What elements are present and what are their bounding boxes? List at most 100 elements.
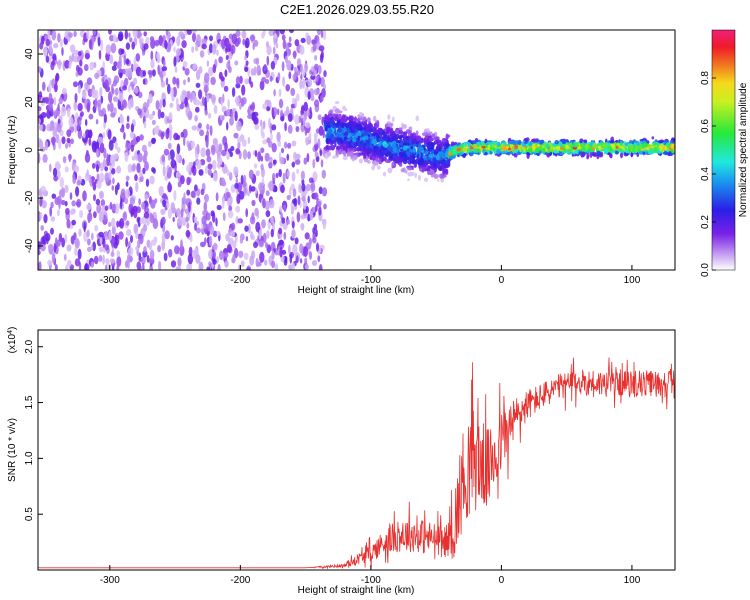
- heatmap-cell: [259, 80, 265, 91]
- heatmap-cell: [170, 159, 177, 169]
- heatmap-cell: [281, 61, 285, 72]
- heatmap-cell: [367, 117, 371, 122]
- heatmap-cell: [561, 139, 567, 144]
- heatmap-cell: [157, 245, 162, 253]
- heatmap-cell: [128, 32, 131, 38]
- heatmap-cell: [583, 139, 588, 143]
- heatmap-cell: [260, 147, 265, 154]
- heatmap-cell: [402, 158, 408, 165]
- heatmap-cell: [182, 158, 185, 166]
- spectrogram-y-ticks: -40 -20 0 20 40: [24, 48, 43, 253]
- heatmap-cell: [162, 199, 167, 208]
- heatmap-cell: [143, 31, 147, 37]
- heatmap-cell: [296, 58, 302, 66]
- heatmap-cell: [665, 142, 670, 148]
- heatmap-cell: [39, 212, 43, 219]
- heatmap-cell: [136, 261, 142, 270]
- heatmap-cell: [168, 166, 172, 176]
- heatmap-cell: [112, 34, 117, 43]
- heatmap-cell: [644, 151, 648, 155]
- heatmap-cell: [434, 151, 438, 156]
- heatmap-cell: [38, 152, 41, 164]
- heatmap-cell: [290, 87, 296, 97]
- heatmap-cell: [407, 178, 410, 182]
- heatmap-cell: [283, 204, 286, 211]
- heatmap-cell: [292, 244, 298, 255]
- heatmap-cell: [196, 197, 201, 205]
- heatmap-cell: [99, 172, 105, 183]
- heatmap-cell: [218, 143, 223, 153]
- heatmap-cell: [220, 181, 227, 187]
- heatmap-cell: [633, 142, 638, 146]
- heatmap-cell: [275, 42, 279, 49]
- heatmap-cell: [493, 141, 498, 146]
- heatmap-cell: [108, 30, 112, 35]
- heatmap-cell: [329, 122, 334, 127]
- heatmap-cell: [74, 238, 80, 249]
- heatmap-cell: [76, 198, 82, 208]
- heatmap-cell: [210, 76, 216, 86]
- colorbar-label: Normalized spectral amplitude: [738, 82, 749, 217]
- heatmap-cell: [383, 134, 388, 140]
- heatmap-cell: [416, 135, 421, 142]
- colorbar: 0.0 0.2 0.4 0.6 0.8 Normalized spectral ampl…: [700, 29, 749, 277]
- heatmap-cell: [257, 151, 262, 162]
- heatmap-cell: [224, 37, 230, 48]
- heatmap-cell: [318, 125, 324, 136]
- heatmap-cell: [225, 54, 229, 61]
- heatmap-cell: [93, 211, 97, 219]
- heatmap-cell: [91, 36, 95, 47]
- heatmap-cell: [649, 147, 653, 154]
- heatmap-cell: [281, 217, 286, 224]
- heatmap-cell: [179, 103, 185, 110]
- heatmap-cell: [228, 172, 233, 181]
- heatmap-cell: [206, 155, 212, 163]
- heatmap-cell: [315, 75, 319, 83]
- heatmap-cell: [500, 150, 506, 154]
- heatmap-cell: [77, 55, 80, 63]
- heatmap-cell: [108, 221, 112, 227]
- heatmap-cell: [122, 211, 128, 221]
- heatmap-cell: [609, 153, 613, 159]
- heatmap-cell: [320, 159, 324, 168]
- heatmap-cell: [444, 143, 450, 147]
- heatmap-cell: [264, 99, 270, 106]
- heatmap-cell: [246, 190, 251, 197]
- heatmap-cell: [282, 172, 286, 184]
- heatmap-cell: [116, 165, 122, 174]
- heatmap-cell: [196, 143, 200, 155]
- heatmap-cell: [95, 119, 99, 125]
- heatmap-cell: [592, 142, 598, 149]
- x-tick-label: 100: [624, 275, 641, 286]
- heatmap-cell: [152, 110, 156, 116]
- heatmap-cell: [428, 153, 433, 158]
- heatmap-cell: [277, 108, 280, 116]
- heatmap-cell: [312, 158, 316, 169]
- heatmap-cell: [270, 60, 276, 70]
- heatmap-cell: [230, 44, 236, 55]
- heatmap-cell: [669, 140, 673, 145]
- heatmap-cell: [96, 148, 99, 158]
- heatmap-cell: [319, 149, 323, 157]
- heatmap-cell: [432, 167, 436, 171]
- heatmap-cell: [388, 138, 394, 143]
- heatmap-cell: [332, 155, 337, 159]
- heatmap-cell: [216, 49, 219, 56]
- heatmap-cell: [382, 171, 387, 177]
- heatmap-cell: [339, 137, 343, 142]
- heatmap-cell: [288, 244, 291, 255]
- heatmap-cell: [261, 219, 266, 229]
- heatmap-cell: [39, 42, 44, 50]
- heatmap-cell: [57, 32, 61, 43]
- heatmap-cell: [302, 68, 306, 77]
- heatmap-cell: [180, 131, 185, 138]
- heatmap-cell: [325, 117, 331, 123]
- snr-frame: [37, 329, 676, 571]
- heatmap-cell: [54, 74, 58, 85]
- heatmap-cell: [133, 57, 137, 68]
- heatmap-cell: [358, 158, 363, 164]
- heatmap-cell: [194, 184, 198, 192]
- heatmap-cell: [427, 128, 430, 134]
- heatmap-cell: [42, 46, 48, 56]
- heatmap-cell: [99, 87, 103, 98]
